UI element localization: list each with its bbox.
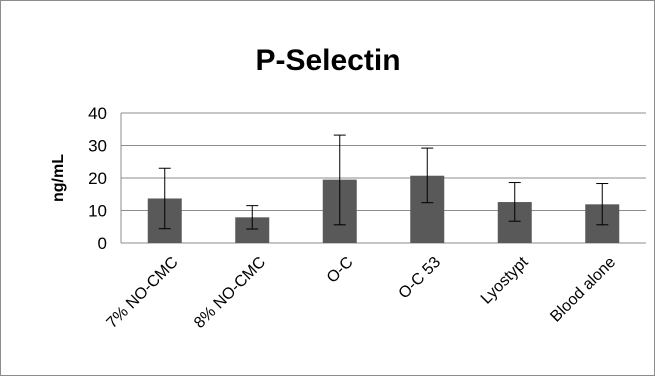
y-tick-label: 0 [98, 234, 107, 253]
error-bar-5 [596, 183, 609, 226]
x-tick-label: Blood alone [547, 254, 619, 326]
x-axis-ticks: 7% NO-CMC 8% NO-CMC O-C O-C 53 Lyostypt Blood… [104, 253, 620, 331]
x-tick-label: O-C 53 [396, 254, 445, 303]
error-bar-2 [333, 134, 346, 226]
error-bar-0 [158, 167, 171, 230]
y-tick-label: 10 [88, 202, 107, 221]
error-bar-3 [421, 147, 434, 204]
bars [147, 175, 620, 243]
grid-lines [120, 112, 646, 244]
error-bar-4 [508, 182, 521, 222]
y-axis-label: ng/mL [50, 154, 67, 202]
y-tick-label: 40 [88, 104, 107, 123]
x-tick-label: O-C [324, 254, 357, 287]
y-tick-label: 30 [88, 137, 107, 156]
x-tick-label: Lyostypt [478, 253, 532, 307]
error-bar-1 [246, 205, 259, 230]
x-tick-label: 7% NO-CMC [104, 254, 182, 332]
y-tick-label: 20 [88, 169, 107, 188]
x-tick-label: 8% NO-CMC [191, 254, 269, 332]
error-bars [158, 134, 609, 230]
y-axis-ticks: 0 10 20 30 40 [88, 104, 107, 253]
chart-title: P-Selectin [255, 44, 400, 77]
